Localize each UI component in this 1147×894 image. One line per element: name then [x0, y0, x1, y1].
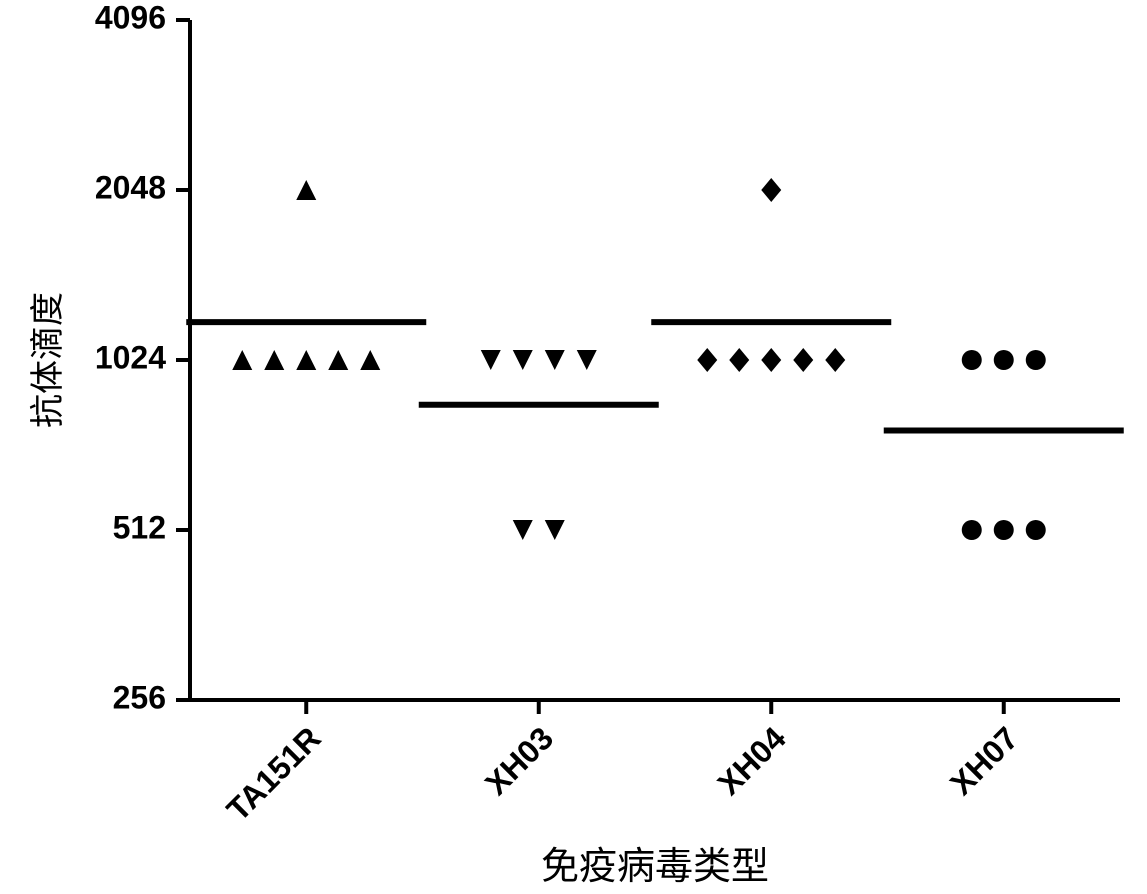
- data-point: [1026, 350, 1046, 370]
- data-point: [994, 520, 1014, 540]
- scatter-chart: 256512102420484096抗体滴度TA151RXH03XH04XH07…: [0, 0, 1147, 894]
- data-point: [962, 350, 982, 370]
- x-axis-label: 免疫病毒类型: [541, 846, 769, 888]
- y-tick-label: 256: [113, 679, 166, 715]
- y-tick-label: 1024: [95, 339, 166, 375]
- y-tick-label: 2048: [95, 169, 166, 205]
- chart-container: 256512102420484096抗体滴度TA151RXH03XH04XH07…: [0, 0, 1147, 894]
- y-tick-label: 4096: [95, 0, 166, 35]
- data-point: [1026, 520, 1046, 540]
- data-point: [962, 520, 982, 540]
- data-point: [994, 350, 1014, 370]
- y-tick-label: 512: [113, 509, 166, 545]
- y-axis-label: 抗体滴度: [29, 292, 67, 428]
